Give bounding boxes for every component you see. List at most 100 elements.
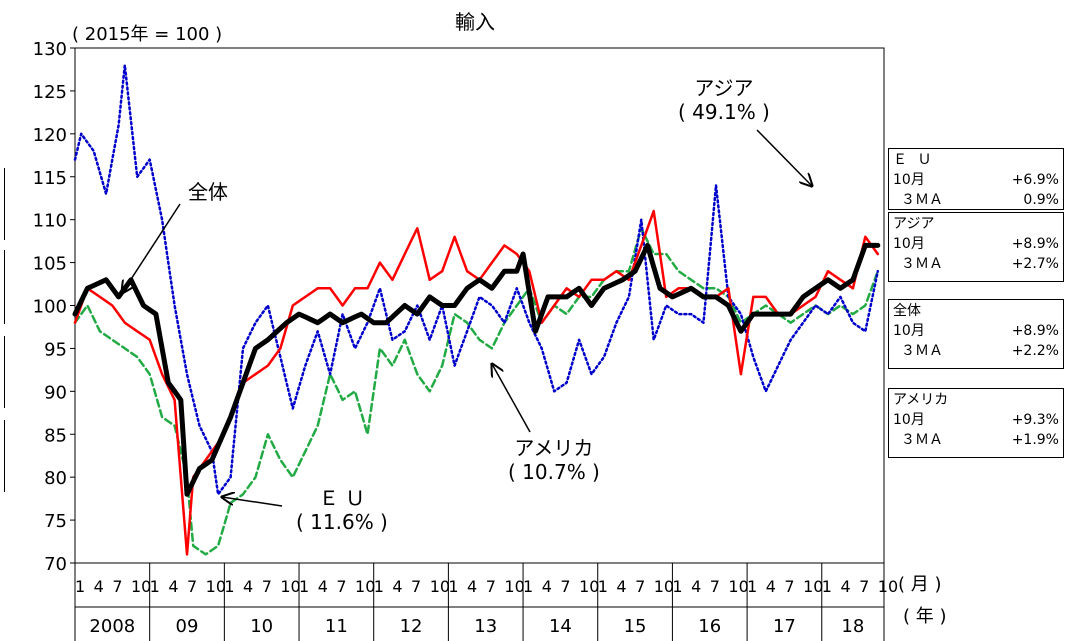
x-month-tick-label: 4: [542, 577, 552, 596]
x-year-label: 2008: [89, 616, 135, 637]
annotation-asia: アジア ( 49.1% ): [678, 76, 770, 124]
x-month-tick-label: 7: [187, 577, 197, 596]
y-tick-label: 125: [33, 82, 67, 103]
legend-eu-month-value: +6.9%: [1011, 172, 1059, 188]
y-tick-label: 80: [44, 468, 67, 489]
annotation-usa: アメリカ ( 10.7% ): [508, 436, 600, 484]
x-month-tick-label: 1: [747, 577, 757, 596]
legend-eu-ma-value: 0.9%: [1023, 192, 1059, 208]
legend-box-total: 全体 10月 +8.9% ３ＭＡ +2.2%: [888, 299, 1064, 369]
x-year-label: 14: [549, 616, 572, 637]
x-year-label: 16: [698, 616, 721, 637]
annotation-asia-share: ( 49.1% ): [678, 100, 770, 124]
x-year-label: 09: [176, 616, 199, 637]
x-month-tick-label: 10: [430, 577, 450, 596]
x-month-tick-label: 7: [411, 577, 421, 596]
x-month-tick-label: 4: [94, 577, 104, 596]
x-month-tick-label: 1: [224, 577, 234, 596]
series-line-asia: [73, 209, 880, 556]
legend-total-month-label: 10月: [893, 323, 925, 339]
x-month-tick-label: 10: [579, 577, 599, 596]
x-year-label: 10: [250, 616, 273, 637]
arrow-usa: [492, 364, 531, 433]
y-tick-label: 85: [44, 425, 67, 446]
x-year-label: 15: [624, 616, 647, 637]
x-year-label: 13: [474, 616, 497, 637]
y-tick-label: 75: [44, 511, 67, 532]
arrow-asia: [756, 129, 812, 186]
y-tick-label: 100: [33, 297, 67, 318]
y-tick-label: 120: [33, 125, 67, 146]
x-month-tick-label: 1: [598, 577, 608, 596]
x-year-label: 18: [841, 616, 864, 637]
x-month-tick-label: 4: [243, 577, 253, 596]
y-tick-label: 70: [44, 554, 67, 575]
x-month-tick-label: 7: [486, 577, 496, 596]
month-axis-label: ( 月 ): [898, 574, 942, 595]
y-tick-label: 90: [44, 382, 67, 403]
x-month-tick-label: 1: [150, 577, 160, 596]
x-month-tick-label: 1: [672, 577, 682, 596]
x-month-tick-label: 1: [822, 577, 832, 596]
y-tick-label: 115: [33, 168, 67, 189]
x-month-tick-label: 10: [504, 577, 524, 596]
legend-total-month-value: +8.9%: [1011, 323, 1059, 339]
legend-usa-name: アメリカ: [893, 392, 949, 408]
x-month-tick-label: 7: [112, 577, 122, 596]
annotation-eu-name: Ｅ Ｕ: [318, 486, 366, 510]
annotation-usa-name: アメリカ: [514, 436, 594, 460]
legend-eu-month-label: 10月: [893, 172, 925, 188]
x-month-tick-label: 1: [374, 577, 384, 596]
x-month-tick-label: 7: [784, 577, 794, 596]
unit-label: ( 2015年 = 100 ): [72, 24, 223, 45]
x-month-tick-label: 7: [635, 577, 645, 596]
series-lines: [72, 63, 881, 556]
edge-fragment: [0, 168, 5, 240]
annotation-eu: Ｅ Ｕ ( 11.6% ): [296, 486, 388, 534]
plot-frame: [74, 47, 885, 564]
legend-usa-month-value: +9.3%: [1011, 412, 1059, 428]
x-month-tick-label: 7: [262, 577, 272, 596]
legend-usa-month-label: 10月: [893, 412, 925, 428]
legend-usa-ma-value: +1.9%: [1011, 432, 1059, 448]
edge-fragment: [0, 336, 5, 408]
legend-box-eu: Ｅ Ｕ 10月 +6.9% ３ＭＡ 0.9%: [888, 148, 1064, 210]
year-axis-label: ( 年 ): [903, 606, 947, 627]
legend-eu-name: Ｅ Ｕ: [893, 152, 935, 168]
x-month-tick-label: 4: [467, 577, 477, 596]
legend-asia-name: アジア: [893, 216, 935, 232]
x-month-tick-label: 1: [448, 577, 458, 596]
x-month-tick-label: 4: [318, 577, 328, 596]
y-tick-label: 105: [33, 254, 67, 275]
x-year-label: 11: [325, 616, 348, 637]
x-month-tick-label: 10: [803, 577, 823, 596]
legend-eu-ma-label: ３ＭＡ: [901, 192, 943, 208]
x-month-tick-label: 4: [766, 577, 776, 596]
y-tick-label: 110: [33, 211, 67, 232]
x-month-tick-label: 10: [280, 577, 300, 596]
legend-asia-ma-value: +2.7%: [1011, 256, 1059, 272]
x-month-tick-label: 4: [168, 577, 178, 596]
x-year-label: 12: [400, 616, 423, 637]
y-tick-label: 130: [33, 39, 67, 60]
chart-title: 輸入: [455, 10, 495, 34]
arrow-eu: [222, 497, 283, 507]
x-month-tick-label: 1: [523, 577, 533, 596]
annotation-usa-share: ( 10.7% ): [508, 460, 600, 484]
annotation-total-line: 全体: [188, 180, 228, 204]
x-month-tick-label: 10: [355, 577, 375, 596]
edge-fragment: [0, 250, 5, 324]
x-month-tick-label: 1: [299, 577, 309, 596]
annotation-arrows: [122, 129, 812, 507]
legend-usa-ma-label: ３ＭＡ: [901, 432, 943, 448]
x-month-tick-label: 1: [75, 577, 85, 596]
legend-total-ma-label: ３ＭＡ: [901, 343, 943, 359]
edge-fragment: [0, 420, 5, 492]
x-month-tick-label: 10: [654, 577, 674, 596]
x-month-tick-label: 7: [336, 577, 346, 596]
x-month-tick-label: 4: [616, 577, 626, 596]
x-month-tick-label: 7: [859, 577, 869, 596]
legend-asia-month-label: 10月: [893, 236, 925, 252]
